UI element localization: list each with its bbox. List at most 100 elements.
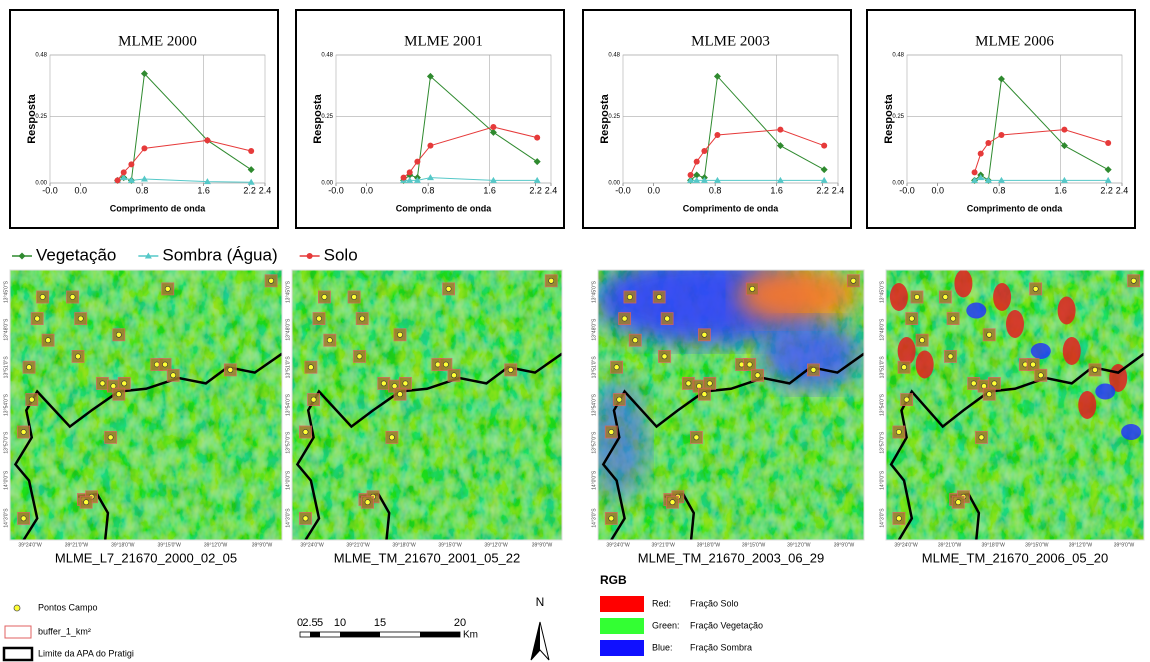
field-point (621, 315, 628, 322)
lat-label: 13°51'0"S (879, 356, 885, 379)
scale-bar (299, 631, 461, 638)
scale-seg (340, 632, 380, 637)
marker (127, 176, 135, 183)
scale-unit: Km (463, 630, 478, 641)
lat-label: 13°51'0"S (285, 356, 291, 379)
marker (533, 158, 541, 166)
field-point (45, 337, 51, 344)
field-point (121, 380, 128, 387)
field-point (302, 515, 309, 522)
x-axis-label: Comprimento de onda (110, 203, 206, 213)
marker (406, 169, 413, 176)
x-tick-label: -0.0 (899, 185, 915, 195)
marker (971, 176, 979, 183)
lon-label: 39°15'0"W (1025, 542, 1049, 548)
scale-label: 20 (454, 617, 466, 629)
x-tick-label: -0.0 (328, 185, 344, 195)
marker (693, 176, 701, 183)
map-frame (291, 269, 563, 541)
marker (120, 174, 128, 181)
field-point (397, 331, 403, 338)
field-point (616, 396, 623, 403)
lat-label: 13°57'0"S (3, 431, 9, 454)
y-axis-label: Resposta (883, 93, 895, 143)
lat-label: 13°57'0"S (285, 431, 291, 454)
series-line (974, 129, 1109, 173)
chart-title: MLME 2000 (118, 33, 197, 49)
marker (997, 176, 1005, 183)
soil-blob (737, 270, 858, 325)
lat-label: 14°0'0"S (285, 470, 291, 490)
y-axis-label: Resposta (312, 93, 324, 143)
marker (1104, 176, 1112, 183)
field-point (950, 315, 956, 322)
lat-label: 13°51'0"S (3, 356, 9, 379)
field-point (507, 366, 514, 373)
map-image (598, 270, 864, 540)
shadow-patch (1095, 383, 1116, 400)
north-label: N (536, 595, 545, 609)
field-point (919, 337, 926, 344)
lat-label: 13°48'0"S (879, 318, 885, 341)
legend-text: Pontos Campo (38, 602, 98, 612)
marker (400, 174, 407, 181)
x-tick-label: 0.0 (647, 185, 660, 195)
lon-label: 39°9'0"W (834, 542, 855, 548)
shadow-patch (966, 302, 987, 319)
marker (820, 176, 828, 183)
lon-label: 39°21'0"W (65, 542, 89, 548)
plot-frame (335, 54, 552, 184)
lat-label: 13°45'0"S (591, 280, 597, 303)
field-point (402, 380, 409, 387)
rgb-label: Fração Solo (690, 598, 739, 608)
marker (693, 158, 700, 165)
marker (693, 171, 701, 179)
lat-label: 13°45'0"S (3, 280, 9, 303)
x-tick-label: 0.8 (136, 185, 149, 195)
marker (128, 161, 135, 168)
lat-label: 14°0'0"S (879, 470, 885, 490)
soil-patch (1057, 296, 1076, 325)
field-point (326, 337, 333, 344)
x-tick-label: 2.4 (259, 185, 272, 195)
plot-frame (622, 54, 839, 184)
marker (120, 169, 127, 176)
marker (821, 142, 828, 149)
lat-label: 13°45'0"S (879, 280, 885, 303)
scale-seg (420, 632, 460, 637)
shadow-patch (1121, 424, 1142, 440)
marker (18, 252, 26, 260)
x-tick-label: 1.6 (770, 185, 783, 195)
legend-label: Solo (324, 245, 358, 264)
marker (687, 176, 695, 183)
marker (700, 176, 708, 183)
apa-boundary (295, 352, 562, 540)
marker (204, 137, 211, 144)
field-point (942, 294, 949, 300)
field-point (359, 315, 366, 322)
map-caption: MLME_TM_21670_2006_05_20 (922, 550, 1108, 565)
field-point (115, 331, 122, 338)
marker (247, 178, 255, 185)
soil-patch (993, 283, 1012, 311)
field-point (442, 361, 449, 368)
lon-label: 39°18'0"W (982, 542, 1006, 548)
lon-label: 39°24'0"W (300, 542, 324, 548)
x-axis-label: Comprimento de onda (396, 203, 492, 213)
field-point (701, 331, 708, 338)
chart: MLME 2000 0.00 0.25 0.48 -0.0 0.0 0.8 1.6 2.2 2.4… (9, 9, 279, 229)
chart: MLME 2001 0.00 0.25 0.48 -0.0 0.0 0.8 1.6 2.2 2.4… (295, 9, 565, 229)
chart-frame (295, 9, 565, 229)
y-tick-label: 0.48 (321, 53, 333, 59)
field-point (991, 380, 998, 387)
lat-label: 13°54'0"S (3, 393, 9, 416)
chart-title: MLME 2006 (975, 33, 1054, 49)
rgb-swatch (600, 596, 644, 612)
lat-label: 13°54'0"S (879, 393, 885, 416)
x-axis-label: Comprimento de onda (683, 203, 779, 213)
y-tick-label: 0.00 (321, 181, 333, 187)
lat-label: 13°48'0"S (285, 318, 291, 341)
scale-seg (310, 632, 320, 637)
